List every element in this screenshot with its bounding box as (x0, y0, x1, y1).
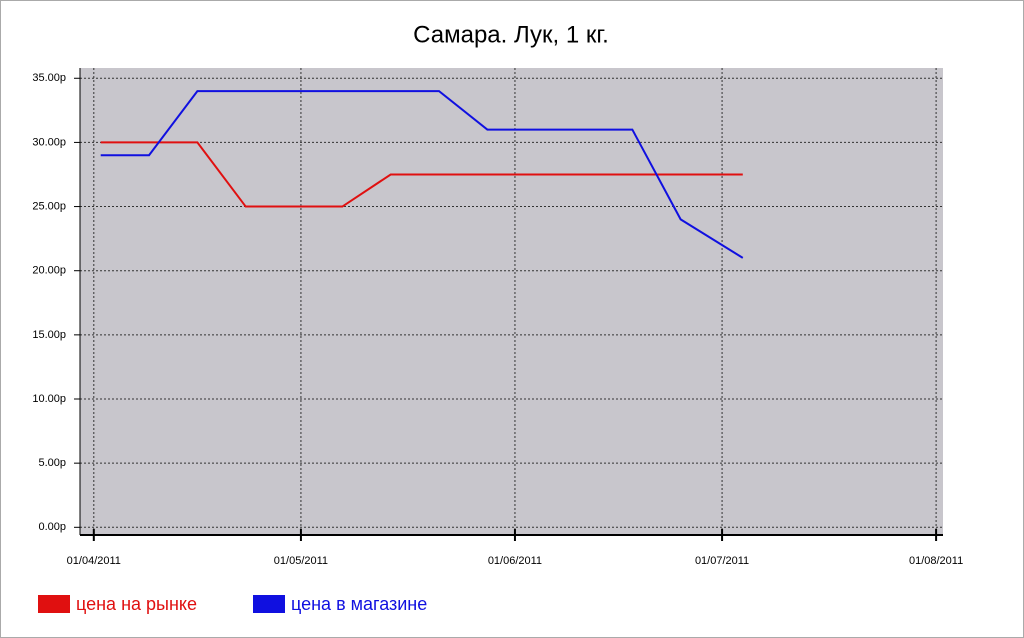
y-tick-label: 10.00р (32, 393, 66, 405)
series-line (100, 90, 744, 259)
legend-swatch (253, 595, 285, 613)
plot-area (80, 68, 943, 535)
y-tick-label: 25.00р (32, 200, 66, 212)
legend-label: цена в магазине (291, 594, 427, 614)
chart-title: Самара. Лук, 1 кг. (413, 21, 609, 48)
y-tick-label: 15.00р (32, 329, 66, 341)
y-tick-label: 30.00р (32, 136, 66, 148)
y-tick-label: 5.00р (38, 457, 66, 469)
x-tick-label: 01/06/2011 (488, 555, 542, 567)
y-tick-label: 35.00р (32, 72, 66, 84)
legend-label: цена на рынке (76, 594, 197, 614)
x-tick-label: 01/04/2011 (67, 555, 121, 567)
y-tick-label: 20.00р (32, 265, 66, 277)
x-tick-label: 01/08/2011 (909, 555, 963, 567)
x-tick-label: 01/07/2011 (695, 555, 749, 567)
y-tick-label: 0.00р (38, 521, 66, 533)
legend-swatch (38, 595, 70, 613)
x-tick-label: 01/05/2011 (274, 555, 328, 567)
series-line (100, 141, 743, 208)
